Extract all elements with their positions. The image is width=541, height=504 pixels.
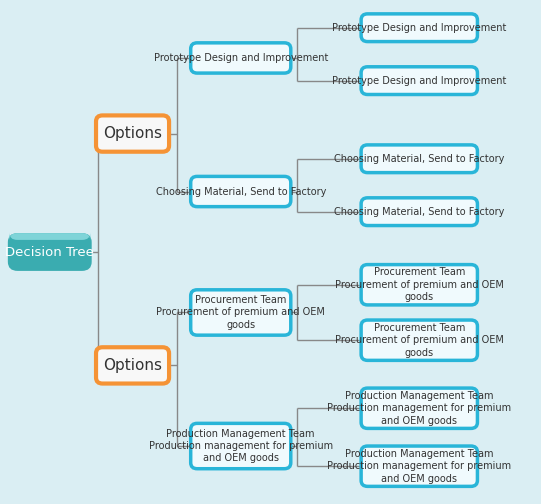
FancyBboxPatch shape: [361, 145, 477, 172]
Text: Choosing Material, Send to Factory: Choosing Material, Send to Factory: [156, 186, 326, 197]
Text: Procurement Team
Procurement of premium and OEM
goods: Procurement Team Procurement of premium …: [335, 323, 504, 358]
FancyBboxPatch shape: [191, 423, 291, 469]
Text: Production Management Team
Production management for premium
and OEM goods: Production Management Team Production ma…: [327, 449, 511, 484]
Text: Options: Options: [103, 126, 162, 141]
Text: Choosing Material, Send to Factory: Choosing Material, Send to Factory: [334, 154, 504, 164]
Text: Procurement Team
Procurement of premium and OEM
goods: Procurement Team Procurement of premium …: [156, 295, 325, 330]
Text: Choosing Material, Send to Factory: Choosing Material, Send to Factory: [334, 207, 504, 217]
Text: Production Management Team
Production management for premium
and OEM goods: Production Management Team Production ma…: [327, 391, 511, 426]
FancyBboxPatch shape: [361, 67, 477, 95]
FancyBboxPatch shape: [361, 265, 477, 305]
FancyBboxPatch shape: [361, 320, 477, 360]
Text: Prototype Design and Improvement: Prototype Design and Improvement: [154, 53, 328, 63]
Text: Prototype Design and Improvement: Prototype Design and Improvement: [332, 76, 506, 86]
FancyBboxPatch shape: [96, 347, 169, 384]
FancyBboxPatch shape: [191, 176, 291, 207]
FancyBboxPatch shape: [191, 43, 291, 73]
FancyBboxPatch shape: [9, 232, 90, 241]
FancyBboxPatch shape: [8, 233, 91, 271]
FancyBboxPatch shape: [191, 290, 291, 335]
FancyBboxPatch shape: [361, 198, 477, 226]
FancyBboxPatch shape: [361, 14, 477, 42]
Text: Options: Options: [103, 358, 162, 373]
FancyBboxPatch shape: [361, 446, 477, 486]
Text: Production Management Team
Production management for premium
and OEM goods: Production Management Team Production ma…: [149, 428, 333, 464]
FancyBboxPatch shape: [96, 115, 169, 152]
FancyBboxPatch shape: [361, 388, 477, 428]
Text: Decision Tree: Decision Tree: [5, 245, 94, 259]
Text: Procurement Team
Procurement of premium and OEM
goods: Procurement Team Procurement of premium …: [335, 267, 504, 302]
Text: Prototype Design and Improvement: Prototype Design and Improvement: [332, 23, 506, 33]
